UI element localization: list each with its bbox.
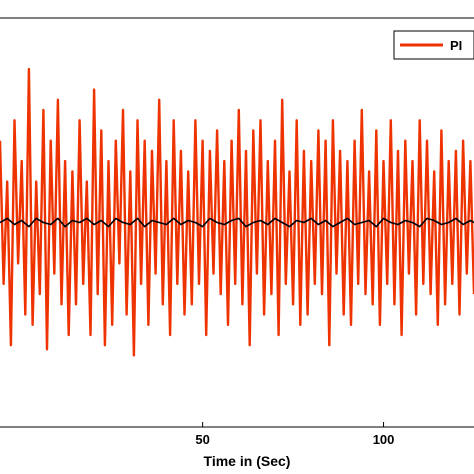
x-tick-label: 100 (373, 432, 395, 447)
x-axis-label: Time in (Sec) (204, 453, 291, 469)
legend-label-pi: PI (450, 38, 462, 53)
legend: PI (393, 30, 474, 60)
x-tick-label: 50 (195, 432, 209, 447)
axes-box (0, 17, 474, 428)
series-line-pi (0, 67, 474, 357)
x-ticks: 50 100 (195, 422, 394, 447)
series-layer (0, 67, 474, 357)
series-line-1 (0, 217, 474, 228)
